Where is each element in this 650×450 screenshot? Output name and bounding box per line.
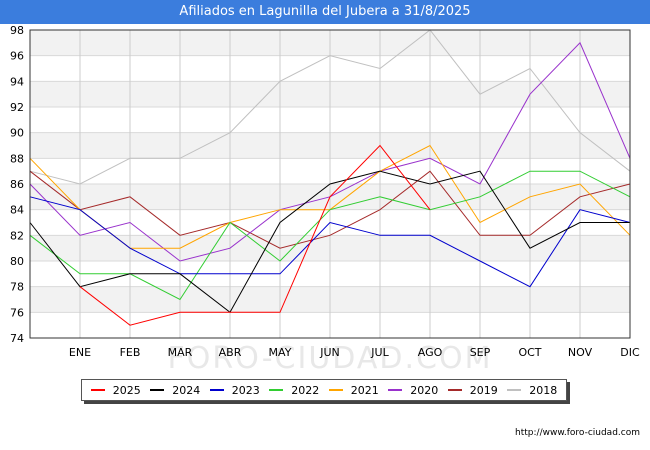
legend-label: 2020 [410, 383, 439, 397]
legend-swatch [328, 389, 343, 391]
x-tick-labels: ENE FEB MAR ABR MAY JUN JUL AGO SEP OCT NOV DIC [69, 346, 640, 359]
legend: 2025 2024 2023 2022 2021 2020 2019 2018 [81, 379, 567, 401]
legend-swatch [447, 389, 462, 391]
y-tick-label: 74 [10, 332, 24, 345]
x-tick-label: SEP [470, 346, 491, 359]
legend-label: 2021 [350, 383, 379, 397]
x-tick-label: NOV [568, 346, 593, 359]
legend-swatch [150, 389, 165, 391]
x-tick-label: JUN [319, 346, 340, 359]
series-line-2025 [79, 144, 431, 326]
legend-label: 2022 [291, 383, 320, 397]
legend-label: 2024 [172, 383, 201, 397]
x-tick-label: FEB [120, 346, 141, 359]
y-tick-label: 84 [10, 204, 24, 217]
legend-item-2024: 2024 [150, 384, 200, 397]
x-tick-label: MAR [168, 346, 193, 359]
legend-swatch [388, 389, 403, 391]
legend-swatch [269, 389, 284, 391]
legend-label: 2025 [112, 383, 141, 397]
legend-item-2018: 2018 [507, 384, 557, 397]
legend-swatch [507, 389, 522, 391]
series-line-2023 [29, 196, 631, 288]
y-tick-label: 78 [10, 281, 24, 294]
x-tick-label: AGO [418, 346, 443, 359]
y-tick-label: 80 [10, 255, 24, 268]
x-tick-label: ABR [219, 346, 242, 359]
legend-label: 2018 [529, 383, 558, 397]
y-tick-label: 88 [10, 152, 24, 165]
plot-frame [29, 29, 631, 339]
x-tick-label: JUL [370, 346, 389, 359]
y-tick-label: 82 [10, 229, 24, 242]
y-tick-labels: 74 76 78 80 82 84 86 88 90 92 94 96 98 [10, 24, 24, 345]
y-tick-label: 90 [10, 127, 24, 140]
y-tick-label: 92 [10, 101, 24, 114]
x-tick-label: OCT [518, 346, 541, 359]
watermark: FORO-CIUDAD.COM [168, 341, 493, 376]
x-tick-label: ENE [69, 346, 91, 359]
y-tick-label: 86 [10, 178, 24, 191]
x-tick-label: DIC [620, 346, 640, 359]
series-line-2018 [29, 29, 631, 185]
chart-title: Afiliados en Lagunilla del Jubera a 31/8… [0, 0, 650, 24]
y-tick-label: 76 [10, 306, 24, 319]
legend-item-2025: 2025 [90, 383, 141, 397]
source-credit: http://www.foro-ciudad.com [515, 428, 640, 438]
series-lines [29, 29, 631, 326]
legend-item-2020: 2020 [388, 384, 438, 397]
legend-label: 2019 [469, 383, 498, 397]
legend-swatch [90, 389, 105, 391]
legend-item-2023: 2023 [209, 383, 260, 397]
series-line-2024 [29, 170, 630, 314]
series-line-2019 [29, 170, 631, 249]
x-tick-label: MAY [269, 346, 292, 359]
legend-item-2022: 2022 [269, 384, 319, 397]
legend-item-2021: 2021 [328, 383, 379, 397]
y-tick-label: 94 [10, 75, 24, 88]
legend-item-2019: 2019 [447, 383, 498, 397]
legend-label: 2023 [231, 383, 260, 397]
y-tick-label: 98 [10, 24, 24, 37]
legend-swatch [209, 389, 224, 391]
y-tick-label: 96 [10, 50, 24, 63]
